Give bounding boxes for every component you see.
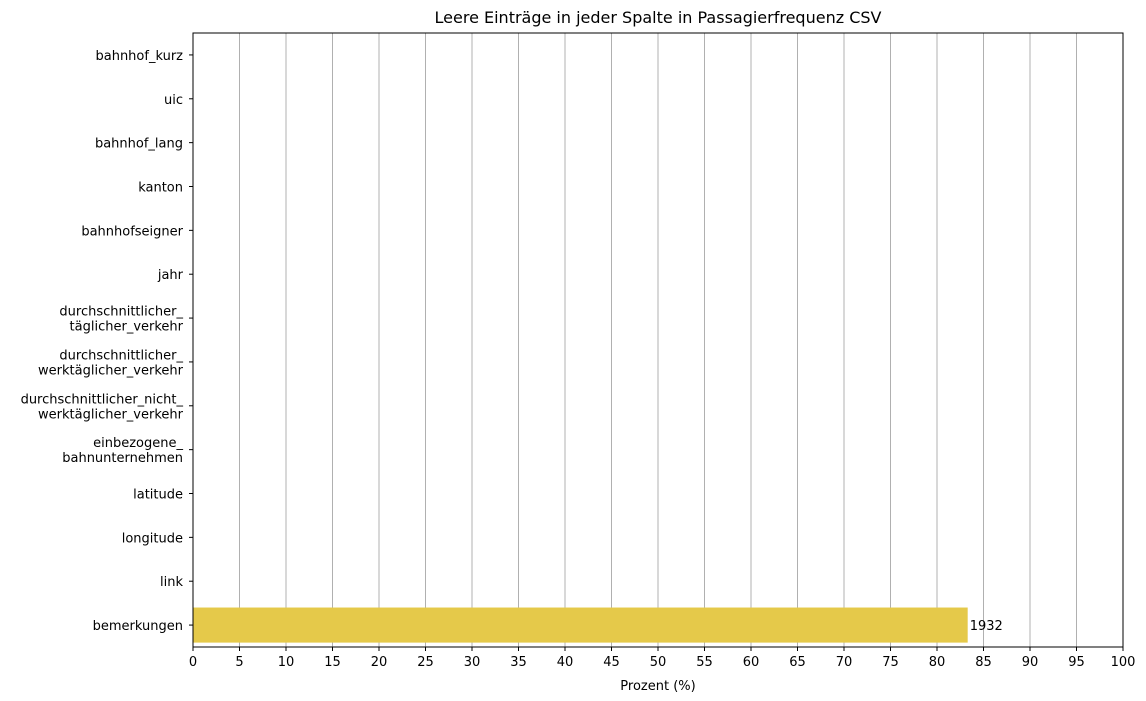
y-tick-label: bahnunternehmen	[62, 451, 183, 466]
x-tick-label: 20	[371, 655, 388, 670]
x-tick-label: 55	[696, 655, 713, 670]
y-tick-label: uic	[164, 93, 183, 108]
x-tick-label: 15	[324, 655, 341, 670]
x-tick-label: 45	[603, 655, 620, 670]
x-axis: 0 5 10 15 20 25 30 35 40 45 50 55 60 65 70 75 80 85 90 95 10…	[189, 647, 1136, 670]
x-axis-label: Prozent (%)	[620, 679, 695, 694]
y-tick-label: longitude	[122, 531, 183, 546]
x-tick-label: 100	[1111, 655, 1136, 670]
x-tick-label: 85	[975, 655, 992, 670]
y-tick-label: durchschnittlicher_	[59, 348, 183, 363]
x-tick-label: 10	[278, 655, 295, 670]
y-tick-label: durchschnittlicher_nicht_	[21, 392, 184, 407]
x-tick-label: 75	[882, 655, 899, 670]
x-tick-label: 80	[929, 655, 946, 670]
data-label: 1932	[970, 619, 1003, 634]
bars-group: 1932	[193, 607, 1003, 643]
y-tick-label: bemerkungen	[93, 619, 183, 634]
x-tick-label: 5	[235, 655, 243, 670]
x-tick-label: 35	[510, 655, 527, 670]
y-tick-label: jahr	[157, 268, 184, 283]
y-tick-label: link	[160, 575, 183, 590]
x-tick-label: 60	[743, 655, 760, 670]
y-tick-label: werktäglicher_verkehr	[38, 363, 184, 378]
x-tick-label: 90	[1022, 655, 1039, 670]
x-tick-label: 95	[1068, 655, 1085, 670]
y-tick-label: werktäglicher_verkehr	[38, 407, 184, 422]
x-tick-label: 40	[557, 655, 574, 670]
y-tick-label: kanton	[138, 181, 183, 196]
bar	[193, 607, 968, 643]
plot-frame	[192, 32, 1124, 648]
chart-title: Leere Einträge in jeder Spalte in Passag…	[435, 8, 882, 27]
x-tick-label: 30	[464, 655, 481, 670]
y-tick-label: durchschnittlicher_	[59, 305, 183, 320]
y-tick-label: einbezogene_	[93, 436, 183, 451]
y-tick-label: bahnhofseigner	[81, 224, 183, 239]
plot-border	[192, 32, 1124, 648]
y-tick-label: bahnhof_lang	[95, 137, 183, 152]
x-tick-label: 0	[189, 655, 197, 670]
y-tick-label: latitude	[133, 488, 183, 503]
grid-lines	[192, 33, 1124, 647]
x-tick-label: 70	[836, 655, 853, 670]
x-tick-label: 25	[417, 655, 434, 670]
x-tick-label: 50	[650, 655, 667, 670]
x-tick-label: 65	[789, 655, 806, 670]
y-tick-label: täglicher_verkehr	[70, 320, 184, 335]
y-tick-label: bahnhof_kurz	[95, 49, 183, 64]
